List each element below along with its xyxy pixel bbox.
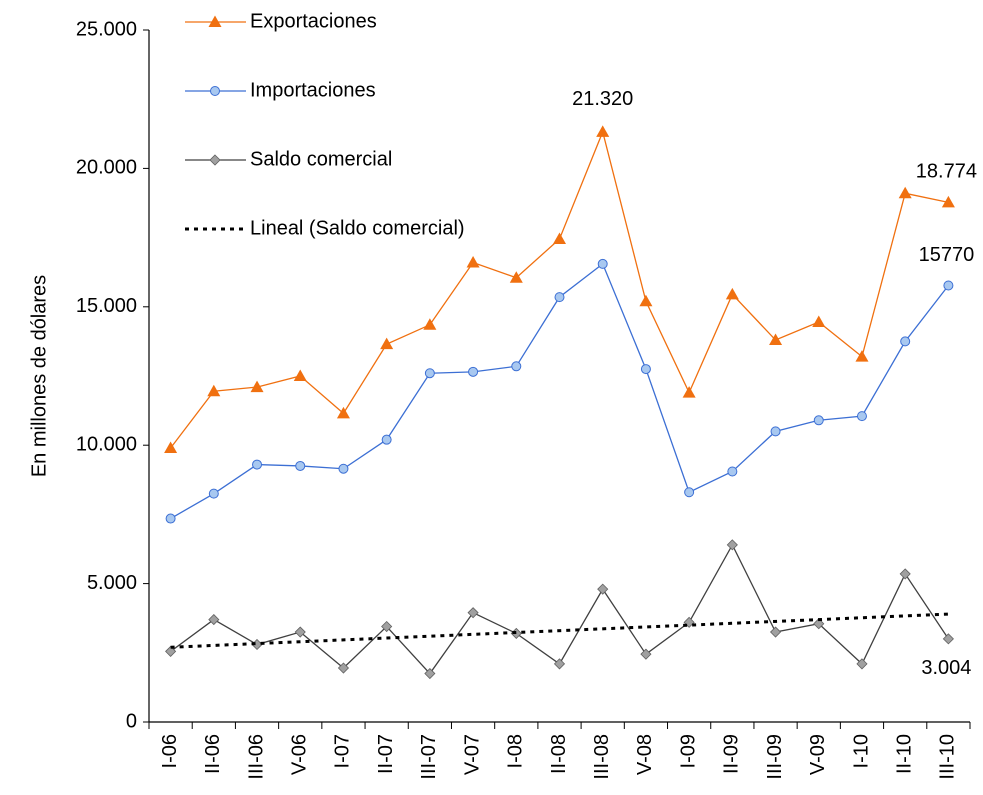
- x-tick-label: II-07: [375, 734, 397, 774]
- data-point: [597, 583, 609, 595]
- data-point: [639, 294, 653, 307]
- y-tick-label: 0: [126, 710, 137, 732]
- data-point: [380, 337, 394, 350]
- data-point: [509, 271, 523, 283]
- series-line: [170, 129, 949, 449]
- data-point: [208, 488, 219, 499]
- data-point: [467, 607, 479, 619]
- legend-marker: [209, 154, 221, 166]
- x-tick-label: V-09: [807, 734, 829, 775]
- data-point: [293, 369, 307, 381]
- data-point: [640, 364, 651, 375]
- data-point: [165, 645, 177, 657]
- x-tick-label: III-06: [245, 734, 267, 780]
- x-tick-label: I-08: [505, 734, 527, 768]
- data-point: [468, 366, 479, 377]
- data-point: [252, 459, 263, 470]
- data-point: [898, 186, 912, 199]
- data-label: 15770: [919, 244, 975, 266]
- data-point: [856, 658, 868, 670]
- x-tick-label: III-09: [764, 734, 786, 780]
- data-label: 3.004: [921, 657, 971, 679]
- legend-label: Saldo comercial: [250, 148, 392, 170]
- data-point: [424, 667, 436, 680]
- data-point: [207, 384, 221, 397]
- data-point: [208, 614, 220, 626]
- x-tick-label: I-07: [332, 734, 354, 768]
- data-point: [855, 350, 869, 362]
- series-line: [170, 543, 949, 675]
- data-point: [726, 539, 738, 551]
- data-point: [727, 466, 738, 477]
- data-point: [337, 662, 350, 674]
- x-tick-label: II-10: [893, 734, 915, 774]
- data-point: [165, 513, 176, 524]
- x-tick-label: II-06: [202, 734, 224, 774]
- y-tick-label: 15.000: [76, 295, 137, 317]
- data-point: [684, 487, 695, 498]
- data-point: [294, 626, 306, 638]
- data-point: [769, 626, 782, 638]
- data-point: [338, 463, 349, 474]
- x-tick-label: V-07: [461, 734, 483, 775]
- data-point: [812, 315, 826, 328]
- legend-label: Lineal (Saldo comercial): [250, 217, 465, 239]
- data-point: [856, 411, 867, 422]
- data-point: [769, 333, 783, 346]
- data-point: [899, 568, 911, 580]
- data-point: [813, 415, 824, 426]
- x-tick-label: III-10: [937, 734, 959, 780]
- x-tick-label: I-06: [159, 734, 181, 768]
- x-tick-label: III-08: [591, 734, 613, 780]
- y-tick-label: 25.000: [76, 18, 137, 40]
- legend-marker: [210, 86, 220, 96]
- data-point: [770, 426, 781, 437]
- x-tick-label: II-09: [721, 734, 743, 774]
- x-tick-label: I-09: [677, 734, 699, 768]
- data-point: [900, 336, 911, 347]
- data-point: [250, 380, 264, 393]
- data-point: [553, 658, 566, 670]
- legend-marker: [208, 15, 222, 27]
- data-point: [423, 318, 437, 330]
- y-axis-title: En millones de dólares: [28, 275, 50, 477]
- data-point: [813, 618, 825, 630]
- data-point: [682, 386, 696, 398]
- legend-label: Exportaciones: [250, 10, 377, 32]
- data-point: [295, 460, 306, 471]
- x-tick-label: II-08: [548, 734, 570, 774]
- data-point: [424, 368, 435, 379]
- legend-label: Importaciones: [250, 79, 376, 101]
- data-point: [597, 258, 608, 269]
- data-point: [725, 287, 739, 300]
- data-label: 21.320: [572, 88, 633, 110]
- data-point: [596, 125, 610, 137]
- y-tick-label: 20.000: [76, 157, 137, 179]
- x-tick-label: V-08: [634, 734, 656, 775]
- data-point: [381, 434, 392, 445]
- y-tick-label: 5.000: [87, 572, 137, 594]
- data-point: [466, 256, 480, 268]
- data-point: [941, 195, 955, 208]
- data-point: [164, 441, 178, 453]
- x-tick-label: I-10: [850, 734, 872, 768]
- x-tick-label: III-07: [418, 734, 440, 780]
- data-label: 18.774: [916, 161, 977, 183]
- data-point: [640, 648, 652, 660]
- data-point: [381, 620, 393, 633]
- data-point: [554, 292, 565, 303]
- data-point: [553, 232, 566, 244]
- data-point: [511, 361, 522, 372]
- trend-line: [170, 612, 949, 649]
- data-point: [942, 633, 954, 645]
- x-tick-label: V-06: [289, 734, 311, 775]
- data-point: [943, 280, 954, 291]
- data-point: [336, 406, 350, 419]
- y-tick-label: 10.000: [76, 433, 137, 455]
